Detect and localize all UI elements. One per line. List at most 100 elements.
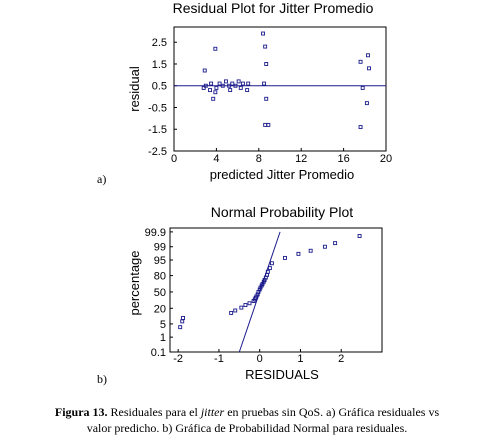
residual-ytick-label: -2.5 bbox=[148, 146, 167, 158]
normal-plot-point bbox=[239, 305, 244, 310]
residual-point bbox=[364, 101, 369, 106]
normal-ytick-label: 5 bbox=[160, 319, 166, 331]
residual-point bbox=[203, 83, 208, 88]
residual-point bbox=[264, 62, 269, 66]
normal-xtick-label: 2 bbox=[338, 353, 344, 365]
normal-plot-point bbox=[243, 303, 248, 308]
panel-label-b: b) bbox=[97, 372, 107, 386]
normal-plot-point bbox=[233, 308, 238, 313]
residual-point bbox=[236, 79, 241, 84]
residual-point bbox=[202, 68, 207, 73]
normal-xtick-label: -1 bbox=[214, 353, 224, 365]
residual-point bbox=[209, 81, 214, 86]
residual-point bbox=[201, 85, 206, 90]
normal-ytick-label: 99 bbox=[154, 242, 166, 254]
normal-ytick-label: 50 bbox=[154, 287, 166, 299]
residual-point bbox=[213, 46, 218, 51]
normal-ytick-label: 80 bbox=[154, 271, 166, 283]
residual-point bbox=[228, 88, 233, 93]
residual-ytick-label: 0.5 bbox=[152, 81, 167, 93]
residual-xtick-label: 0 bbox=[171, 153, 177, 165]
residual-point bbox=[246, 81, 251, 86]
normal-plot-point bbox=[267, 266, 272, 271]
normal-plot-point bbox=[269, 261, 274, 266]
normal-xtick-label: 0 bbox=[257, 353, 263, 365]
residual-point bbox=[230, 81, 235, 86]
residual-point bbox=[208, 88, 212, 93]
normal-plot-point bbox=[322, 244, 327, 249]
normal-plot-point bbox=[265, 269, 270, 274]
normal-ytick-label: 1 bbox=[160, 332, 166, 344]
caption-line-2: valor predicho. b) Gráfica de Probabilid… bbox=[86, 421, 408, 435]
residual-point bbox=[240, 81, 245, 86]
residual-plot: Residual Plot for Jitter Promedio 0 4 8 12 1… bbox=[97, 0, 392, 186]
residual-point bbox=[223, 79, 228, 84]
residual-point bbox=[266, 122, 271, 127]
residual-point bbox=[213, 90, 218, 95]
residual-plot-ylabel: residual bbox=[127, 66, 142, 112]
residual-plot-title: Residual Plot for Jitter Promedio bbox=[173, 0, 374, 16]
residual-point bbox=[245, 88, 250, 93]
residual-ytick-label: -0.5 bbox=[148, 102, 167, 114]
normal-plot-ylabel: percentage bbox=[127, 250, 142, 315]
residual-xtick-label: 4 bbox=[213, 153, 219, 165]
residual-points bbox=[201, 31, 371, 130]
residual-point bbox=[360, 85, 365, 90]
normal-ytick-label: 20 bbox=[154, 303, 166, 315]
normal-plot-title: Normal Probability Plot bbox=[211, 204, 353, 220]
residual-point bbox=[238, 85, 243, 90]
residual-point bbox=[263, 122, 268, 127]
residual-xtick-label: 12 bbox=[295, 153, 307, 165]
residual-point bbox=[211, 96, 216, 101]
panel-label-a: a) bbox=[97, 172, 106, 186]
normal-plot-point bbox=[283, 255, 287, 260]
residual-xtick-label: 16 bbox=[337, 153, 349, 165]
residual-point bbox=[262, 81, 267, 86]
normal-ytick-label: 0.1 bbox=[151, 347, 166, 359]
residual-point bbox=[233, 83, 238, 88]
residual-xtick-label: 20 bbox=[380, 153, 392, 165]
residual-xtick-label: 8 bbox=[256, 153, 262, 165]
normal-plot-point bbox=[357, 234, 362, 238]
residual-point bbox=[263, 44, 268, 49]
normal-plot-point bbox=[255, 292, 260, 297]
normal-plot-point bbox=[247, 301, 252, 306]
residual-point bbox=[217, 81, 222, 86]
residual-ytick-label: 1.5 bbox=[152, 59, 167, 71]
normal-plot-point bbox=[229, 310, 234, 315]
normal-ytick-label: 99.9 bbox=[145, 227, 166, 239]
normal-plot-frame bbox=[169, 227, 383, 353]
residual-point bbox=[367, 66, 371, 71]
normal-plot-point bbox=[308, 248, 313, 253]
caption-text-2: en pruebas sin QoS. a) Gráfica residuale… bbox=[224, 405, 440, 419]
caption-label: Figura 13. bbox=[54, 405, 108, 419]
normal-xtick-label: -2 bbox=[173, 353, 183, 365]
normal-plot-point bbox=[296, 251, 301, 256]
residual-plot-xlabel: predicted Jitter Promedio bbox=[210, 167, 355, 182]
caption-text-1: Residuales para el bbox=[107, 405, 201, 419]
residual-point bbox=[261, 31, 265, 36]
normal-plot-xlabel: RESIDUALS bbox=[245, 367, 319, 382]
figure-caption: Figura 13. Residuales para el jitter en … bbox=[0, 404, 494, 436]
residual-point bbox=[264, 96, 269, 101]
residual-plot-frame bbox=[173, 26, 387, 152]
residual-plot-axes: 0 4 8 12 16 20 -2.5 -1.5 -0.5 0.5 1.5 2.5 bbox=[148, 37, 392, 165]
normal-plot-point bbox=[333, 241, 338, 246]
caption-italic: jitter bbox=[200, 405, 225, 419]
residual-point bbox=[214, 85, 219, 90]
normal-probability-plot: Normal Probability Plot -2 -1 0 1 20.1152050… bbox=[97, 204, 383, 386]
normal-plot-point bbox=[181, 316, 185, 320]
normal-ytick-label: 95 bbox=[154, 255, 166, 267]
normal-xtick-label: 1 bbox=[297, 353, 303, 365]
residual-point bbox=[366, 53, 370, 58]
residual-point bbox=[227, 83, 232, 88]
residual-point bbox=[358, 59, 363, 64]
normal-plot-points bbox=[178, 234, 362, 330]
residual-point bbox=[220, 83, 225, 88]
residual-ytick-label: -1.5 bbox=[148, 124, 167, 136]
normal-plot-point bbox=[178, 325, 183, 330]
residual-point bbox=[358, 125, 363, 130]
residual-ytick-label: 2.5 bbox=[152, 37, 167, 49]
